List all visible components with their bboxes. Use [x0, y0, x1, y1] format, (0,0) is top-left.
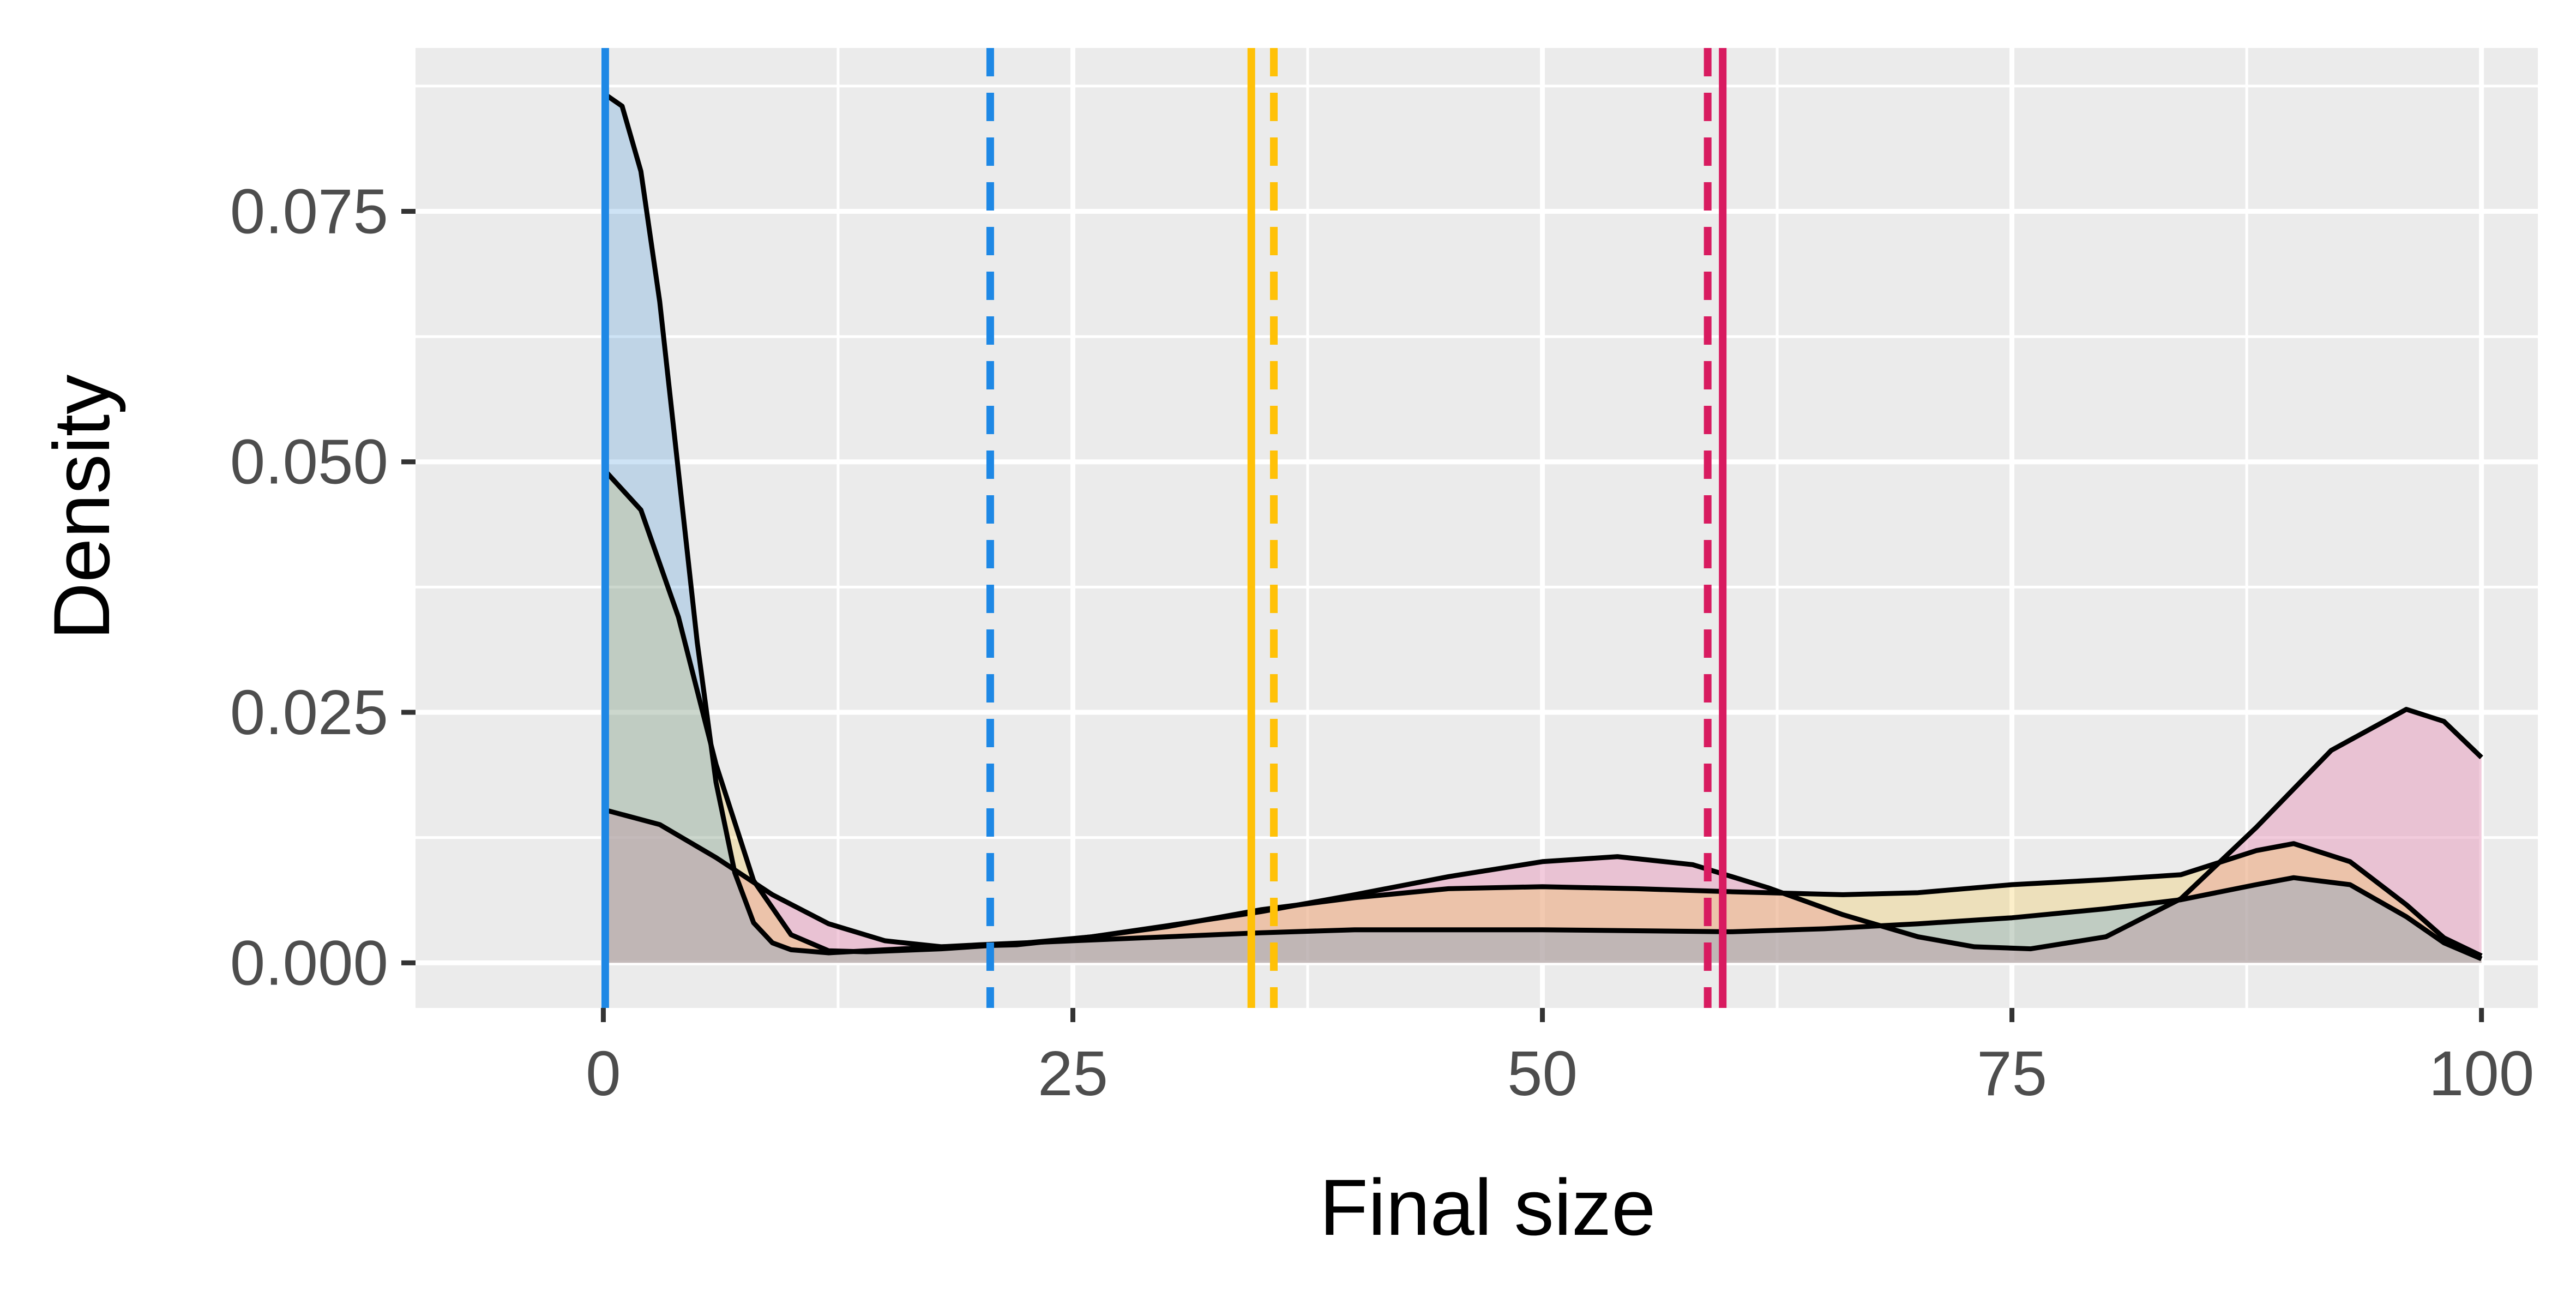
density-outlines	[601, 91, 2483, 962]
x-tick-label: 100	[2429, 1038, 2535, 1109]
x-axis: 0 25 50 75 100	[586, 1008, 2534, 1109]
x-tick-label: 0	[586, 1038, 621, 1109]
density-area-0	[603, 709, 2482, 963]
density-outline-2	[601, 91, 2483, 962]
x-tick-label: 50	[1507, 1038, 1578, 1109]
x-axis-title: Final size	[1320, 1163, 1656, 1252]
y-tick-label: 0.025	[230, 677, 388, 748]
density-area-1	[603, 469, 2482, 963]
y-tick-label: 0.050	[230, 427, 388, 497]
y-tick-label: 0.075	[230, 176, 388, 247]
y-axis-title: Density	[37, 375, 126, 640]
density-areas	[603, 93, 2482, 963]
plot-panel	[416, 48, 2538, 1008]
density-outline-1	[601, 467, 2483, 958]
y-tick-label: 0.000	[230, 927, 388, 998]
x-tick-label: 75	[1977, 1038, 2047, 1109]
y-axis: 0.000 0.025 0.050 0.075	[230, 176, 416, 998]
x-tick-label: 25	[1038, 1038, 1108, 1109]
reference-lines	[601, 48, 1727, 1008]
grid-minor	[416, 48, 2538, 1008]
